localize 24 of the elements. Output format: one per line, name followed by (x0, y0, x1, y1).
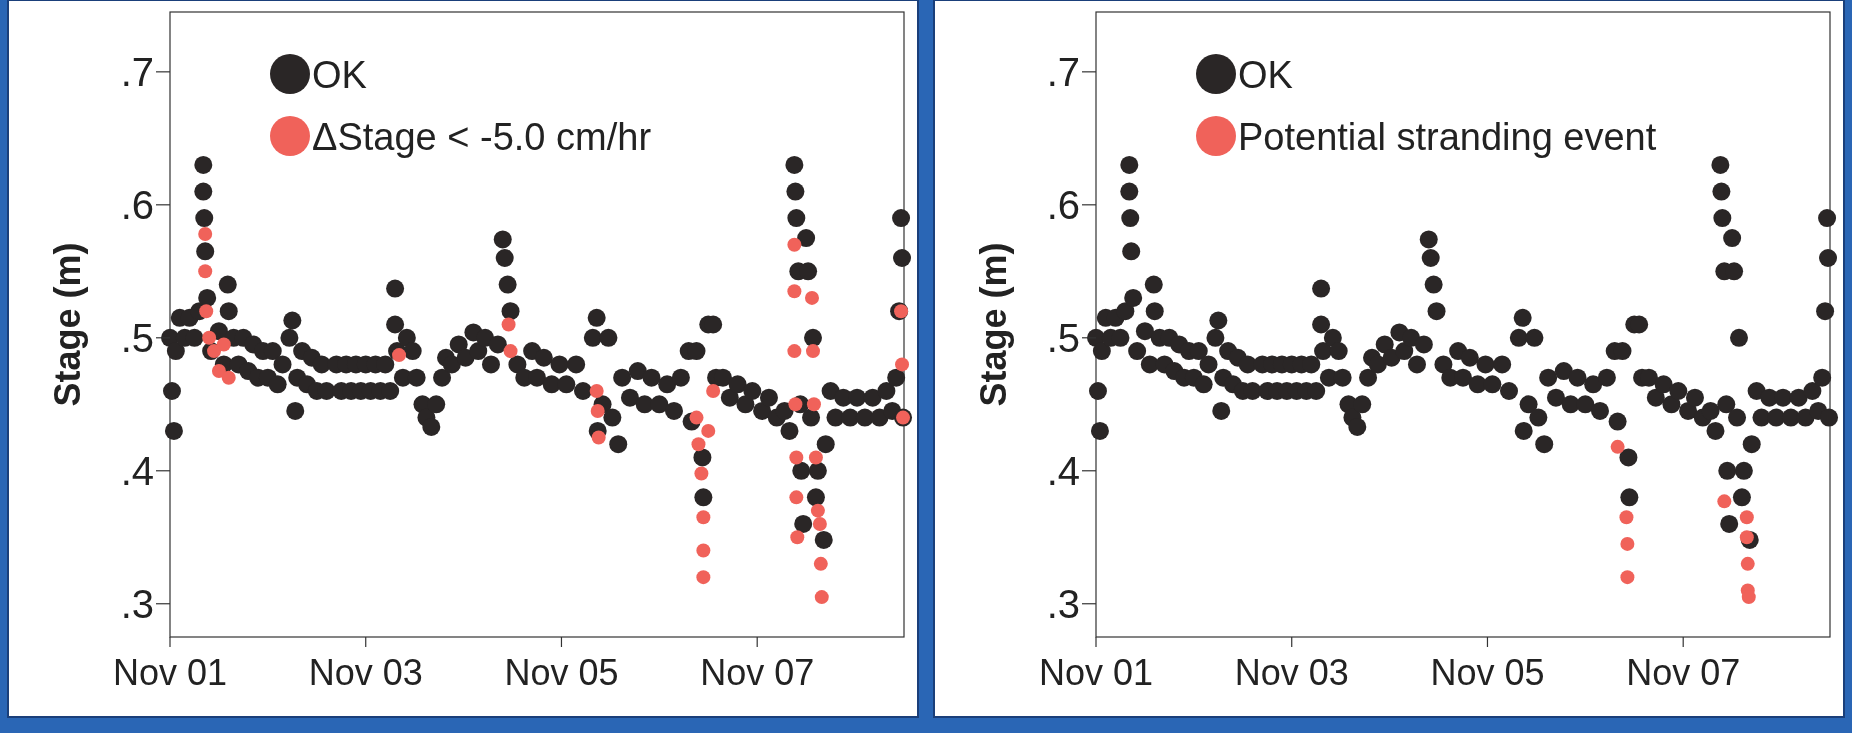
x-tick-label: Nov 05 (504, 652, 619, 693)
y-tick-label: .3 (1046, 581, 1080, 626)
x-tick-label: Nov 01 (1038, 652, 1154, 693)
x-tick-label: Nov 01 (112, 652, 228, 693)
y-tick-label: .7 (120, 49, 154, 94)
y-tick-label: .6 (1046, 182, 1080, 227)
legend-label: OK (1238, 53, 1293, 96)
x-tick-label: Nov 07 (1626, 652, 1741, 693)
y-tick-label: .4 (120, 448, 154, 493)
y-axis-title: Stage (m) (47, 242, 88, 407)
legend-label: Potential stranding event (1238, 115, 1657, 158)
legend-label: ΔStage < -5.0 cm/hr (312, 115, 652, 158)
y-tick-label: .4 (1046, 448, 1080, 493)
y-tick-label: .5 (1046, 315, 1080, 360)
x-tick-label: Nov 05 (1430, 652, 1545, 693)
x-tick-label: Nov 07 (700, 652, 815, 693)
y-axis-title: Stage (m) (973, 242, 1014, 407)
legend-label: OK (312, 53, 367, 96)
y-tick-label: .5 (120, 315, 154, 360)
y-tick-label: .6 (120, 182, 154, 227)
x-tick-label: Nov 03 (1234, 652, 1349, 693)
x-tick-label: Nov 03 (308, 652, 423, 693)
y-tick-label: .3 (120, 581, 154, 626)
y-tick-label: .7 (1046, 49, 1080, 94)
